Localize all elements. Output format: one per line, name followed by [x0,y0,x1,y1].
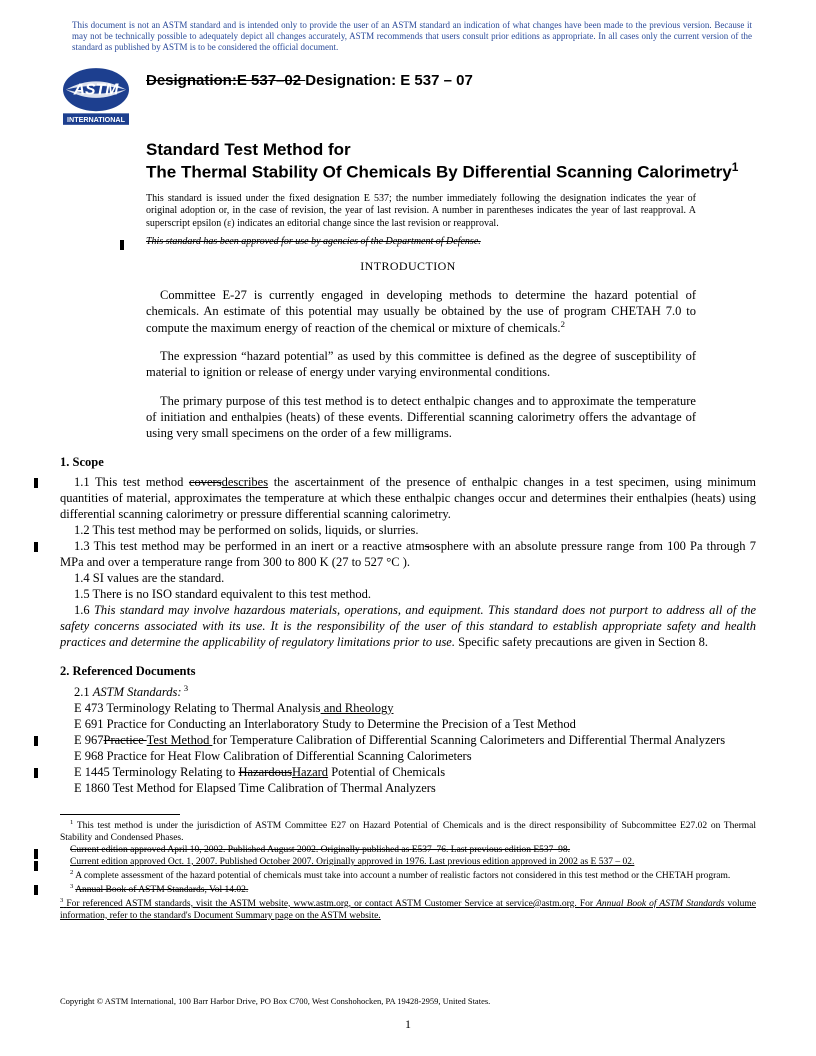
scope-heading: 1. Scope [60,455,756,470]
footnote-3b: 3 For referenced ASTM standards, visit t… [60,897,756,923]
copyright-line: Copyright © ASTM International, 100 Barr… [60,996,490,1006]
designation-block: Designation:E 537–02 Designation: E 537 … [146,66,473,113]
ref-e473: E 473 Terminology Relating to Thermal An… [60,700,756,716]
intro-para-1: Committee E-27 is currently engaged in d… [146,287,696,336]
approved-note: This standard has been approved for use … [146,236,756,247]
footnote-1: 1 This test method is under the jurisdic… [60,819,756,845]
ref-e967: E 967Practice Test Method for Temperatur… [60,732,756,748]
ref-e691: E 691 Practice for Conducting an Interla… [60,716,756,732]
svg-text:ASTM: ASTM [73,82,120,99]
page-number: 1 [0,1017,816,1032]
ref-e1445: E 1445 Terminology Relating to Hazardous… [60,764,756,780]
scope-1-2: 1.2 This test method may be performed on… [60,522,756,538]
intro-para-2: The expression “hazard potential” as use… [146,348,696,380]
scope-1-3: 1.3 This test method may be performed in… [60,538,756,570]
intro-para-3: The primary purpose of this test method … [146,393,696,441]
title-footnote-marker: 1 [732,160,739,174]
page-container: This document is not an ASTM standard an… [0,0,816,943]
scope-1-4: 1.4 SI values are the standard. [60,570,756,586]
title-main-text: The Thermal Stability Of Chemicals By Di… [146,163,732,182]
intro-heading: INTRODUCTION [60,259,756,274]
footnote-rule [60,814,180,815]
designation-line: Designation:E 537–02 Designation: E 537 … [146,72,473,89]
designation-old: Designation:E 537–02 [146,72,305,89]
svg-text:INTERNATIONAL: INTERNATIONAL [67,116,126,124]
refs-heading: 2. Referenced Documents [60,664,756,679]
scope-1-6: 1.6 This standard may involve hazardous … [60,602,756,650]
designation-new: Designation: E 537 – 07 [305,72,473,89]
astm-logo: ASTM INTERNATIONAL [60,66,132,132]
title-main: The Thermal Stability Of Chemicals By Di… [146,160,756,183]
intro-p1-marker: 2 [561,319,565,329]
footnote-1c: Current edition approved Oct. 1, 2007. P… [60,857,756,869]
scope-1-1: 1.1 This test method coversdescribes the… [60,474,756,522]
footnote-1b: Current edition approved April 10, 2002.… [60,845,756,857]
footnote-3: 3 Annual Book of ASTM Standards, Vol 14.… [60,883,756,897]
scope-1-5: 1.5 There is no ISO standard equivalent … [60,586,756,602]
issue-note: This standard is issued under the fixed … [146,193,696,231]
header-row: ASTM INTERNATIONAL Designation:E 537–02 … [60,66,756,132]
ref-e1860: E 1860 Test Method for Elapsed Time Cali… [60,780,756,796]
footnote-2: 2 A complete assessment of the hazard po… [60,869,756,883]
title-block: Standard Test Method for The Thermal Sta… [146,140,756,182]
intro-p1-text: Committee E-27 is currently engaged in d… [146,288,696,335]
title-lead: Standard Test Method for [146,140,756,160]
disclaimer-text: This document is not an ASTM standard an… [72,20,752,52]
refs-2-1: 2.1 ASTM Standards: 3 [60,683,756,700]
ref-e968: E 968 Practice for Heat Flow Calibration… [60,748,756,764]
